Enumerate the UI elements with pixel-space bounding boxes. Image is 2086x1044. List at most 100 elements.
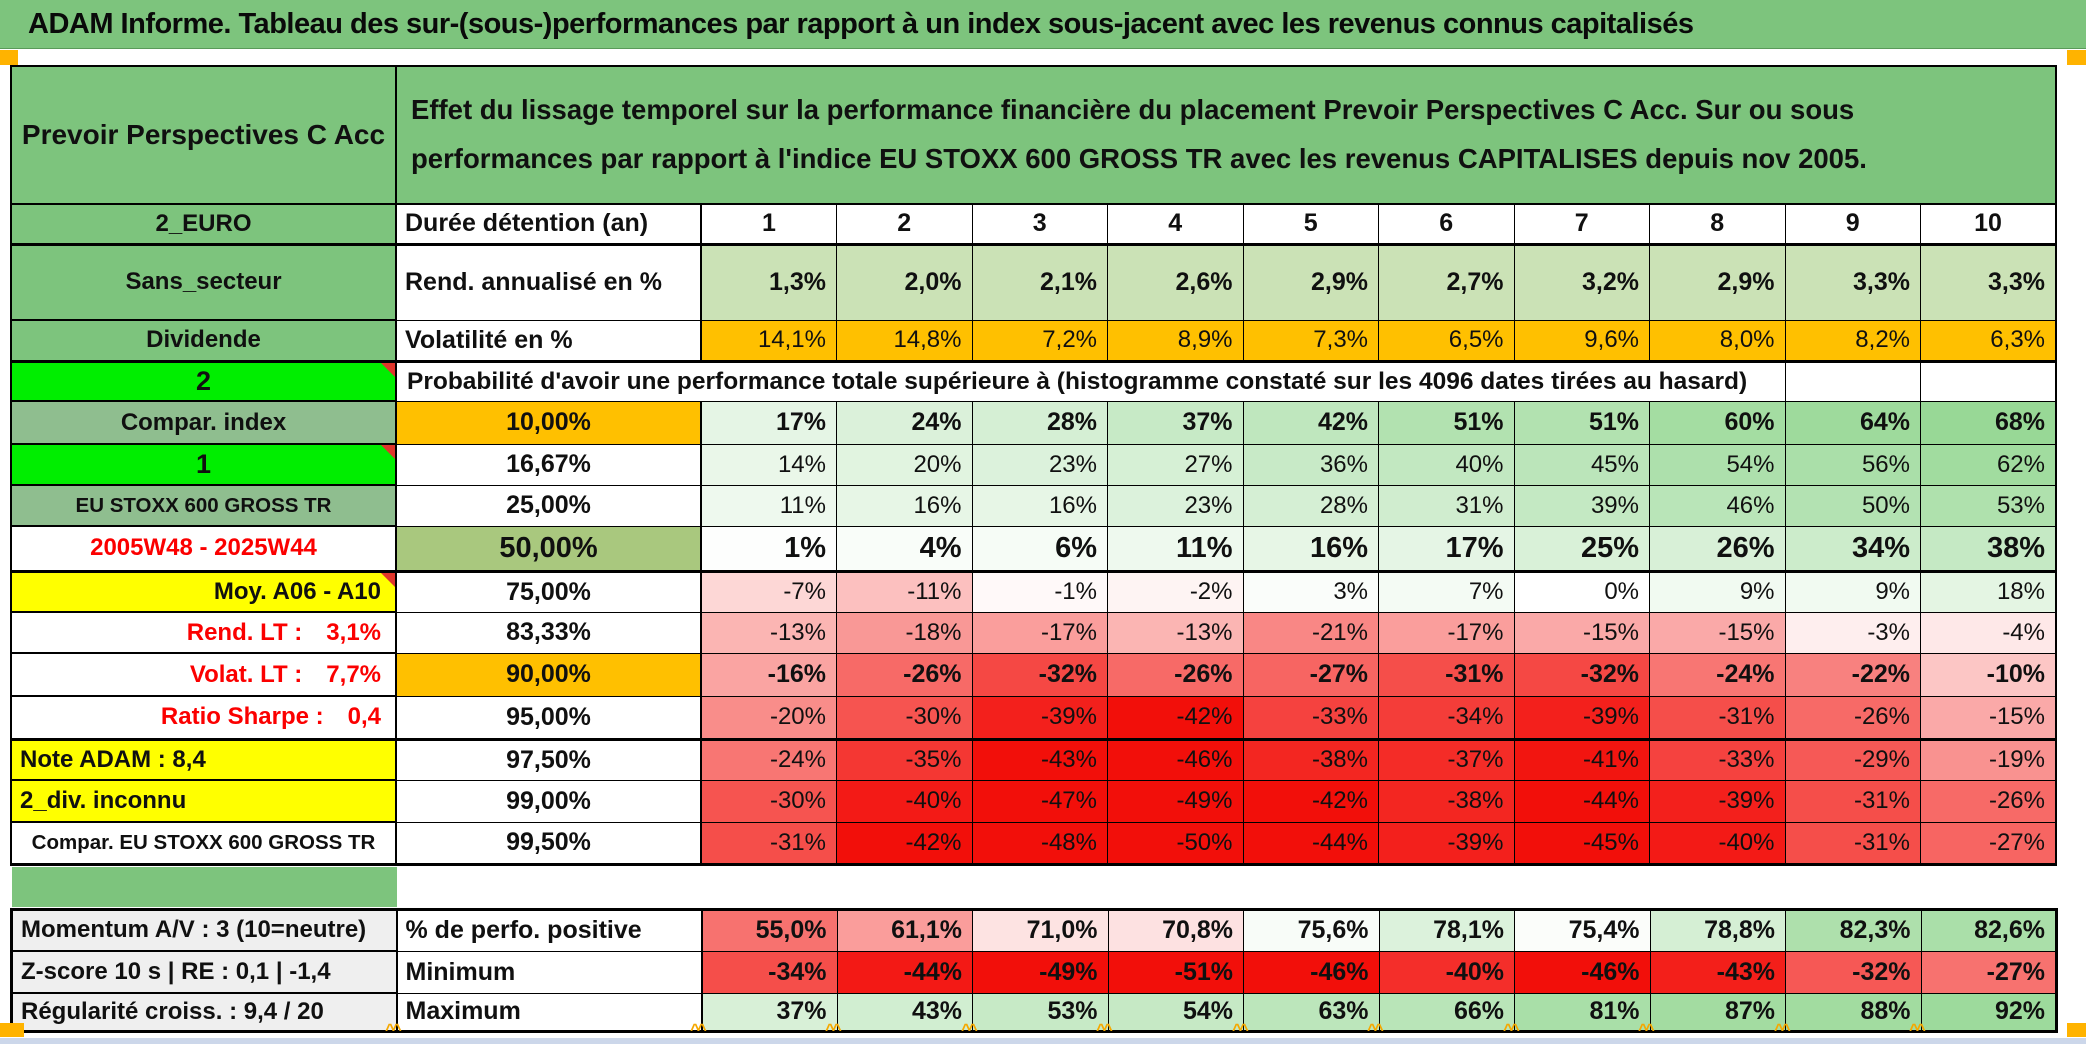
cell-p25-8[interactable]: 46%: [1649, 484, 1786, 527]
cell-min-3[interactable]: -49%: [972, 950, 1109, 994]
cell-p95-4[interactable]: -42%: [1107, 695, 1244, 741]
cell-min-5[interactable]: -46%: [1243, 950, 1380, 994]
cell-min-6[interactable]: -40%: [1378, 950, 1515, 994]
cell-max-9[interactable]: 88%: [1785, 992, 1922, 1032]
cell-p995-6[interactable]: -39%: [1378, 821, 1515, 866]
cell-p50-5[interactable]: 16%: [1242, 525, 1379, 573]
cell-p975-5[interactable]: -38%: [1242, 738, 1379, 781]
cell-p25-7[interactable]: 39%: [1513, 484, 1650, 527]
cell-p83-5[interactable]: -21%: [1242, 611, 1379, 654]
cell-p10-7[interactable]: 51%: [1513, 400, 1650, 445]
cell-p975-7[interactable]: -41%: [1513, 738, 1650, 781]
cell-p90-10[interactable]: -10%: [1920, 652, 2057, 697]
cell-min-2[interactable]: -44%: [836, 950, 973, 994]
cell-p50-6[interactable]: 17%: [1378, 525, 1515, 573]
row-head-p25[interactable]: 25,00%: [395, 484, 702, 527]
cell-p16-5[interactable]: 36%: [1242, 443, 1379, 486]
cell-p50-4[interactable]: 11%: [1107, 525, 1244, 573]
cell-rend-2[interactable]: 2,0%: [836, 243, 973, 321]
cell-p16-9[interactable]: 56%: [1784, 443, 1921, 486]
row-head-p83[interactable]: 83,33%: [395, 611, 702, 654]
cell-vol-1[interactable]: 14,1%: [700, 319, 837, 363]
cell-p50-10[interactable]: 38%: [1920, 525, 2057, 573]
cell-perfo-2[interactable]: 61,1%: [836, 908, 973, 952]
cell-p16-3[interactable]: 23%: [971, 443, 1108, 486]
cell-p10-10[interactable]: 68%: [1920, 400, 2057, 445]
cell-vol-8[interactable]: 8,0%: [1649, 319, 1786, 363]
cell-p75-3[interactable]: -1%: [971, 570, 1108, 613]
cell-p10-4[interactable]: 37%: [1107, 400, 1244, 445]
cell-p975-4[interactable]: -46%: [1107, 738, 1244, 781]
cell-p75-2[interactable]: -11%: [836, 570, 973, 613]
cell-p75-6[interactable]: 7%: [1378, 570, 1515, 613]
row-label-p83[interactable]: Rend. LT : 3,1%: [10, 611, 397, 654]
row-label-rend[interactable]: Sans_secteur: [10, 243, 397, 321]
cell-p83-8[interactable]: -15%: [1649, 611, 1786, 654]
cell-vol-4[interactable]: 8,9%: [1107, 319, 1244, 363]
cell-p25-6[interactable]: 31%: [1378, 484, 1515, 527]
cell-p90-2[interactable]: -26%: [836, 652, 973, 697]
cell-rend-10[interactable]: 3,3%: [1920, 243, 2057, 321]
row-head-p50[interactable]: 50,00%: [395, 525, 702, 573]
cell-p95-9[interactable]: -26%: [1784, 695, 1921, 741]
cell-duree-6[interactable]: 6: [1378, 203, 1515, 246]
probability-header-cell[interactable]: Probabilité d'avoir une performance tota…: [395, 360, 1786, 402]
cell-p83-6[interactable]: -17%: [1378, 611, 1515, 654]
cell-p75-9[interactable]: 9%: [1784, 570, 1921, 613]
cell-p75-7[interactable]: 0%: [1513, 570, 1650, 613]
empty-cell[interactable]: [1920, 360, 2057, 402]
cell-perfo-10[interactable]: 82,6%: [1920, 908, 2057, 952]
cell-p995-9[interactable]: -31%: [1784, 821, 1921, 866]
cell-p975-6[interactable]: -37%: [1378, 738, 1515, 781]
row-label-vol[interactable]: Dividende: [10, 319, 397, 363]
row-label-p16[interactable]: 1: [10, 443, 397, 486]
row-head-p995[interactable]: 99,50%: [395, 821, 702, 866]
cell-p75-1[interactable]: -7%: [700, 570, 837, 613]
row-head-p99[interactable]: 99,00%: [395, 779, 702, 823]
cell-p83-10[interactable]: -4%: [1920, 611, 2057, 654]
cell-p83-4[interactable]: -13%: [1107, 611, 1244, 654]
cell-duree-8[interactable]: 8: [1649, 203, 1786, 246]
cell-p50-2[interactable]: 4%: [836, 525, 973, 573]
cell-p99-1[interactable]: -30%: [700, 779, 837, 823]
cell-perfo-9[interactable]: 82,3%: [1785, 908, 1922, 952]
cell-p995-4[interactable]: -50%: [1107, 821, 1244, 866]
cell-p16-1[interactable]: 14%: [700, 443, 837, 486]
cell-rend-9[interactable]: 3,3%: [1784, 243, 1921, 321]
cell-vol-10[interactable]: 6,3%: [1920, 319, 2057, 363]
cell-p25-3[interactable]: 16%: [971, 484, 1108, 527]
cell-p50-8[interactable]: 26%: [1649, 525, 1786, 573]
cell-p50-3[interactable]: 6%: [971, 525, 1108, 573]
cell-rend-8[interactable]: 2,9%: [1649, 243, 1786, 321]
cell-p83-1[interactable]: -13%: [700, 611, 837, 654]
cell-p99-3[interactable]: -47%: [971, 779, 1108, 823]
cell-min-9[interactable]: -32%: [1785, 950, 1922, 994]
cell-rend-4[interactable]: 2,6%: [1107, 243, 1244, 321]
cell-max-3[interactable]: 53%: [972, 992, 1109, 1032]
cell-p25-2[interactable]: 16%: [836, 484, 973, 527]
description-cell[interactable]: Effet du lissage temporel sur la perform…: [395, 65, 2057, 205]
cell-p975-9[interactable]: -29%: [1784, 738, 1921, 781]
cell-p83-2[interactable]: -18%: [836, 611, 973, 654]
cell-p16-6[interactable]: 40%: [1378, 443, 1515, 486]
cell-perfo-7[interactable]: 75,4%: [1514, 908, 1651, 952]
cell-p10-6[interactable]: 51%: [1378, 400, 1515, 445]
cell-duree-4[interactable]: 4: [1107, 203, 1244, 246]
cell-p16-7[interactable]: 45%: [1513, 443, 1650, 486]
cell-max-7[interactable]: 81%: [1514, 992, 1651, 1032]
cell-vol-5[interactable]: 7,3%: [1242, 319, 1379, 363]
cell-max-4[interactable]: 54%: [1107, 992, 1244, 1032]
cell-duree-3[interactable]: 3: [971, 203, 1108, 246]
cell-vol-3[interactable]: 7,2%: [971, 319, 1108, 363]
cell-p10-1[interactable]: 17%: [700, 400, 837, 445]
row-label-p75[interactable]: Moy. A06 - A10: [10, 570, 397, 613]
cell-duree-5[interactable]: 5: [1242, 203, 1379, 246]
cell-p90-3[interactable]: -32%: [971, 652, 1108, 697]
cell-rend-3[interactable]: 2,1%: [971, 243, 1108, 321]
row-head-vol[interactable]: Volatilité en %: [395, 319, 702, 363]
cell-rend-6[interactable]: 2,7%: [1378, 243, 1515, 321]
cell-rend-7[interactable]: 3,2%: [1513, 243, 1650, 321]
cell-duree-2[interactable]: 2: [836, 203, 973, 246]
cell-p90-6[interactable]: -31%: [1378, 652, 1515, 697]
row-head-duree[interactable]: Durée détention (an): [395, 203, 702, 246]
